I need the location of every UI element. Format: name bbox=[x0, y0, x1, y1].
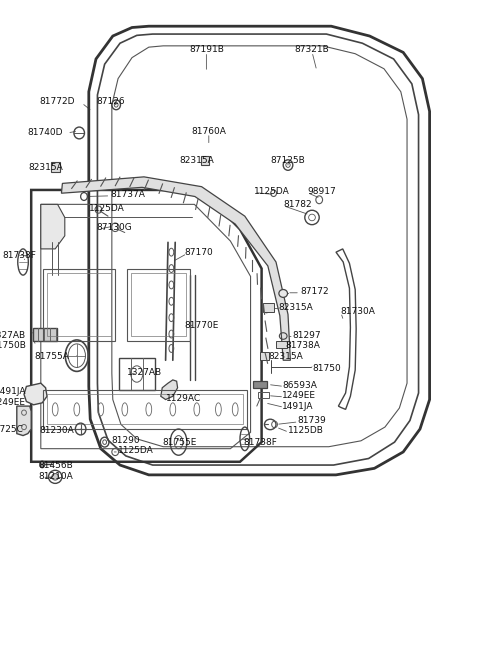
Text: 1491JA: 1491JA bbox=[282, 402, 314, 411]
Text: 1327AB: 1327AB bbox=[127, 367, 162, 377]
Text: 81755E: 81755E bbox=[163, 438, 197, 447]
Text: 86593A: 86593A bbox=[282, 381, 317, 390]
Text: 81725C: 81725C bbox=[0, 424, 23, 434]
Text: 87170: 87170 bbox=[185, 248, 214, 257]
Text: 81739: 81739 bbox=[298, 416, 326, 425]
Text: 81456B: 81456B bbox=[38, 460, 73, 470]
Polygon shape bbox=[17, 406, 31, 436]
Text: 81290: 81290 bbox=[111, 436, 140, 445]
Text: 82315A: 82315A bbox=[269, 352, 303, 361]
Polygon shape bbox=[41, 204, 65, 249]
Bar bbox=[276, 341, 287, 348]
Text: 81730A: 81730A bbox=[341, 307, 376, 316]
Bar bbox=[263, 303, 274, 312]
Bar bbox=[258, 392, 269, 398]
Text: 98917: 98917 bbox=[307, 187, 336, 196]
Ellipse shape bbox=[52, 474, 59, 480]
Bar bbox=[131, 273, 186, 336]
Bar bbox=[253, 381, 267, 388]
Bar bbox=[47, 394, 243, 424]
Text: 81755A: 81755A bbox=[35, 352, 70, 362]
Text: 1125DA: 1125DA bbox=[254, 187, 290, 196]
Text: 1491JA: 1491JA bbox=[0, 387, 26, 396]
Text: 1125DA: 1125DA bbox=[118, 446, 153, 455]
Text: 87321B: 87321B bbox=[295, 45, 329, 54]
Bar bbox=[51, 162, 60, 172]
Text: 1125DA: 1125DA bbox=[89, 204, 124, 213]
Text: 81297: 81297 bbox=[293, 331, 322, 340]
Text: 81750: 81750 bbox=[312, 364, 341, 373]
Text: 87172: 87172 bbox=[300, 287, 329, 296]
Text: 82315A: 82315A bbox=[278, 303, 313, 312]
Bar bbox=[47, 273, 111, 336]
Bar bbox=[201, 156, 209, 165]
Text: 1125DB: 1125DB bbox=[288, 426, 324, 436]
Text: 81230A: 81230A bbox=[40, 426, 74, 436]
Text: 87125B: 87125B bbox=[271, 156, 305, 165]
Text: 81782: 81782 bbox=[283, 200, 312, 209]
Polygon shape bbox=[33, 328, 57, 341]
Text: 81770E: 81770E bbox=[185, 321, 219, 330]
Text: 81210A: 81210A bbox=[38, 472, 73, 481]
Text: 87126: 87126 bbox=[96, 97, 125, 106]
Polygon shape bbox=[161, 380, 178, 400]
Text: 81737A: 81737A bbox=[110, 190, 145, 199]
Text: 87130G: 87130G bbox=[96, 223, 132, 233]
Text: 82315A: 82315A bbox=[28, 162, 63, 172]
Bar bbox=[43, 390, 247, 429]
Text: 1327AB: 1327AB bbox=[0, 331, 26, 340]
Polygon shape bbox=[61, 177, 290, 360]
Text: 81738F: 81738F bbox=[2, 251, 36, 260]
Bar bbox=[127, 269, 190, 341]
Text: 81750B: 81750B bbox=[0, 341, 26, 350]
Text: 81772D: 81772D bbox=[39, 97, 74, 106]
Text: 81740D: 81740D bbox=[27, 128, 62, 137]
Bar bbox=[260, 352, 269, 360]
Text: 81738F: 81738F bbox=[244, 438, 278, 447]
Bar bbox=[43, 269, 115, 341]
Text: 82315A: 82315A bbox=[180, 156, 214, 165]
Ellipse shape bbox=[279, 290, 288, 297]
Ellipse shape bbox=[40, 461, 45, 468]
Text: 1249EE: 1249EE bbox=[282, 391, 316, 400]
Text: 81760A: 81760A bbox=[192, 126, 226, 136]
Text: 87191B: 87191B bbox=[189, 45, 224, 54]
Text: 1249EE: 1249EE bbox=[0, 398, 26, 407]
Text: 81738A: 81738A bbox=[286, 341, 321, 350]
Polygon shape bbox=[24, 383, 47, 405]
Text: 1129AC: 1129AC bbox=[166, 394, 201, 403]
